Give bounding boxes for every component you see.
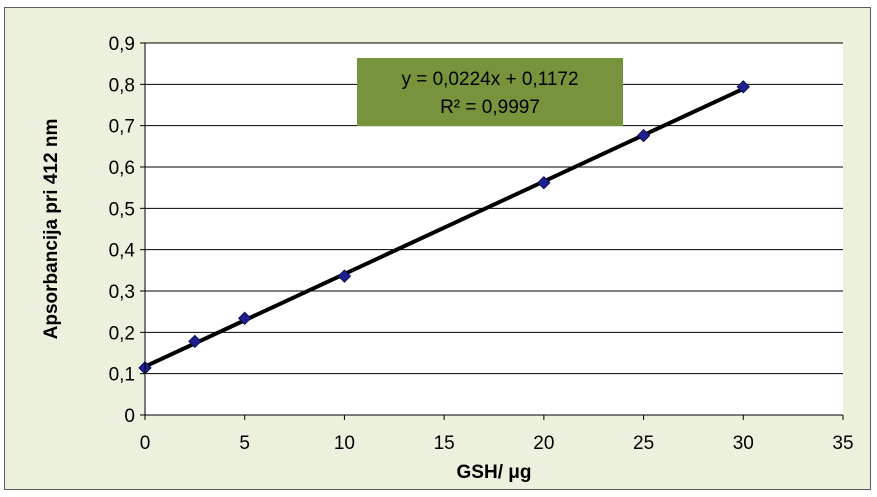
x-tick-label: 5: [239, 433, 250, 454]
x-tick-label: 20: [533, 433, 554, 454]
y-tick-label: 0: [124, 406, 135, 427]
data-point: [537, 175, 551, 190]
data-point: [238, 311, 252, 325]
equation-text: y = 0,0224x + 0,1172: [401, 69, 578, 90]
x-tick-label: 0: [140, 433, 151, 454]
x-tick-label: 35: [832, 433, 853, 454]
data-point: [337, 269, 352, 283]
data-point: [188, 334, 202, 349]
y-tick-label: 0,1: [109, 365, 135, 386]
y-tick-label: 0,6: [109, 158, 135, 179]
x-axis-label: GSH/ μg: [457, 462, 532, 483]
y-tick-label: 0,7: [109, 117, 135, 138]
trendline-equation-box: y = 0,0224x + 0,1172 R² = 0,9997: [357, 58, 623, 126]
x-tick-labels: 0 5 10 15 20 25 30 35: [140, 433, 854, 454]
axes: [140, 42, 844, 420]
data-points: [138, 80, 750, 375]
y-tick-label: 0,3: [109, 282, 135, 303]
y-tick-label: 0,8: [109, 75, 135, 96]
data-point: [736, 80, 750, 94]
y-tick-label: 0,2: [109, 323, 135, 344]
x-tick-label: 30: [733, 433, 754, 454]
r-squared-text: R² = 0,9997: [440, 97, 540, 118]
equation-background: [357, 58, 623, 126]
x-tick-label: 25: [633, 433, 654, 454]
y-tick-label: 0,5: [109, 199, 135, 220]
y-axis-label: Apsorbancija pri 412 nm: [41, 119, 62, 340]
y-tick-labels: 0 0,1 0,2 0,3 0,4 0,5 0,6 0,7 0,8 0,9: [109, 34, 136, 427]
data-point: [636, 128, 651, 143]
y-tick-label: 0,4: [109, 241, 136, 262]
y-tick-label: 0,9: [109, 34, 135, 55]
x-tick-label: 10: [334, 433, 355, 454]
x-tick-label: 15: [434, 433, 455, 454]
